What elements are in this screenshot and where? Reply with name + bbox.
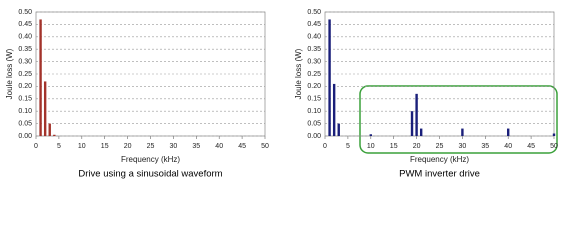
y-tick-label: 0.50	[307, 9, 321, 16]
bar	[415, 93, 418, 136]
x-tick-label: 25	[436, 143, 444, 150]
y-axis-title: Joule loss (W)	[294, 48, 303, 99]
y-tick-label: 0.30	[307, 58, 321, 65]
x-tick-label: 35	[481, 143, 489, 150]
y-tick-label: 0.00	[18, 133, 32, 140]
x-tick-label: 5	[57, 143, 61, 150]
y-tick-label: 0.45	[18, 21, 32, 28]
y-tick-label: 0.25	[307, 71, 321, 78]
bar	[552, 133, 556, 136]
y-axis-title: Joule loss (W)	[5, 48, 14, 99]
y-tick-label: 0.25	[18, 71, 32, 78]
y-tick-label: 0.40	[18, 34, 32, 41]
y-tick-label: 0.40	[307, 34, 321, 41]
y-tick-label: 0.10	[18, 108, 32, 115]
y-tick-label: 0.05	[18, 120, 32, 127]
y-tick-label: 0.10	[307, 108, 321, 115]
bar	[461, 128, 464, 136]
chart-title: PWM inverter drive	[399, 169, 480, 180]
figure: 0.00 0.05 0.10 0.15 0.20 0.25 0.30 0.35 0.40 0.45…	[5, 9, 558, 180]
bar	[337, 123, 340, 136]
y-tick-label: 0.50	[18, 9, 32, 16]
x-tick-label: 30	[459, 143, 467, 150]
bar	[48, 123, 51, 136]
x-tick-label: 10	[367, 143, 375, 150]
x-axis-title: Frequency (kHz)	[121, 155, 180, 164]
x-tick-label: 40	[504, 143, 512, 150]
y-tick-label: 0.20	[18, 83, 32, 90]
x-tick-label: 50	[261, 143, 269, 150]
y-tick-label: 0.35	[18, 46, 32, 53]
x-tick-label: 50	[550, 143, 558, 150]
x-tick-label: 45	[527, 143, 535, 150]
x-tick-label: 20	[124, 143, 132, 150]
x-tick-label: 15	[390, 143, 398, 150]
x-tick-label: 10	[78, 143, 86, 150]
bar	[328, 19, 331, 136]
x-tick-label: 0	[34, 143, 38, 150]
y-tick-label: 0.45	[307, 21, 321, 28]
bar	[369, 134, 372, 136]
x-tick-label: 35	[192, 143, 200, 150]
x-tick-label: 30	[170, 143, 178, 150]
x-tick-label: 20	[413, 143, 421, 150]
bar	[419, 128, 423, 136]
x-axis-title: Frequency (kHz)	[410, 155, 469, 164]
highlight-box	[359, 85, 558, 154]
chart-title: Drive using a sinusoidal waveform	[78, 169, 222, 180]
y-tick-label: 0.30	[18, 58, 32, 65]
bar	[332, 83, 336, 136]
plot-frame	[35, 11, 266, 137]
y-tick-label: 0.15	[307, 96, 321, 103]
x-tick-label: 40	[215, 143, 223, 150]
y-tick-label: 0.35	[307, 46, 321, 53]
bar	[507, 128, 510, 136]
y-tick-label: 0.15	[18, 96, 32, 103]
x-tick-label: 5	[346, 143, 350, 150]
y-tick-label: 0.05	[307, 120, 321, 127]
y-tick-label: 0.00	[307, 133, 321, 140]
bar	[39, 19, 42, 136]
bar	[43, 81, 47, 136]
bar	[410, 111, 414, 136]
bar	[53, 134, 56, 136]
y-tick-label: 0.20	[307, 83, 321, 90]
x-tick-label: 45	[238, 143, 246, 150]
x-tick-label: 25	[147, 143, 155, 150]
plot-frame	[324, 11, 555, 137]
x-tick-label: 15	[101, 143, 109, 150]
x-tick-label: 0	[323, 143, 327, 150]
